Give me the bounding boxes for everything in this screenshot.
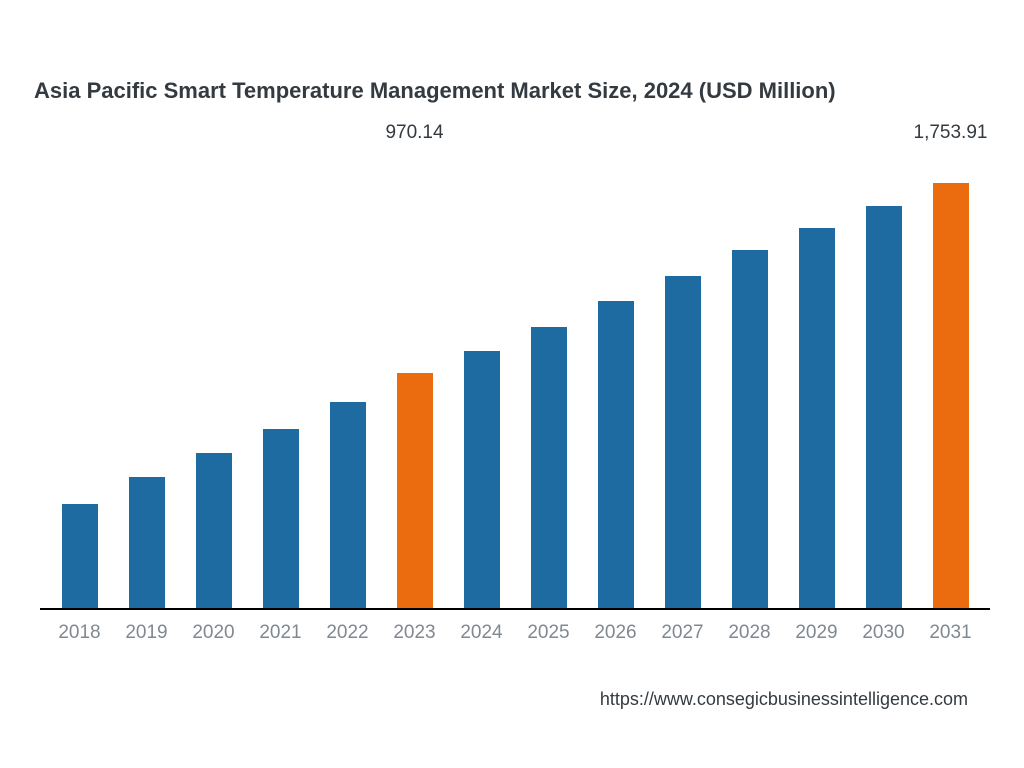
- bar-wrap: [448, 150, 515, 608]
- bar-wrap: 1,753.91: [917, 150, 984, 608]
- x-axis-label: 2018: [46, 622, 113, 644]
- bar-wrap: [850, 150, 917, 608]
- source-url: https://www.consegicbusinessintelligence…: [600, 689, 968, 710]
- bar: [464, 351, 500, 608]
- bar: [732, 250, 768, 608]
- bar: [397, 373, 433, 608]
- bar: [933, 183, 969, 608]
- x-axis-label: 2020: [180, 622, 247, 644]
- bar-wrap: [314, 150, 381, 608]
- x-axis-label: 2029: [783, 622, 850, 644]
- x-axis-label: 2022: [314, 622, 381, 644]
- bar-wrap: [113, 150, 180, 608]
- bar: [598, 301, 634, 608]
- bar-wrap: [46, 150, 113, 608]
- bar-wrap: [180, 150, 247, 608]
- bar-wrap: [515, 150, 582, 608]
- bar-value-label: 970.14: [385, 122, 443, 144]
- bar: [62, 504, 98, 608]
- x-axis-labels: 2018201920202021202220232024202520262027…: [40, 622, 990, 644]
- bars-container: 970.14 1,753.91: [40, 150, 990, 608]
- bar: [129, 477, 165, 608]
- bar: [665, 276, 701, 608]
- bar-wrap: [582, 150, 649, 608]
- bar: [799, 228, 835, 608]
- x-axis-label: 2024: [448, 622, 515, 644]
- x-axis-label: 2026: [582, 622, 649, 644]
- bar-wrap: 970.14: [381, 150, 448, 608]
- x-axis-label: 2027: [649, 622, 716, 644]
- x-axis-label: 2023: [381, 622, 448, 644]
- x-axis-label: 2021: [247, 622, 314, 644]
- x-axis-label: 2030: [850, 622, 917, 644]
- bar: [330, 402, 366, 608]
- bar: [196, 453, 232, 608]
- x-axis-label: 2028: [716, 622, 783, 644]
- bar: [866, 206, 902, 608]
- bar-wrap: [716, 150, 783, 608]
- bar-wrap: [247, 150, 314, 608]
- x-axis-label: 2025: [515, 622, 582, 644]
- x-axis-label: 2031: [917, 622, 984, 644]
- x-axis-label: 2019: [113, 622, 180, 644]
- bar-wrap: [783, 150, 850, 608]
- chart-title: Asia Pacific Smart Temperature Managemen…: [34, 78, 836, 104]
- chart-plot-area: 970.14 1,753.91: [40, 150, 990, 610]
- bar: [531, 327, 567, 608]
- bar-value-label: 1,753.91: [914, 122, 988, 144]
- bar: [263, 429, 299, 608]
- bar-wrap: [649, 150, 716, 608]
